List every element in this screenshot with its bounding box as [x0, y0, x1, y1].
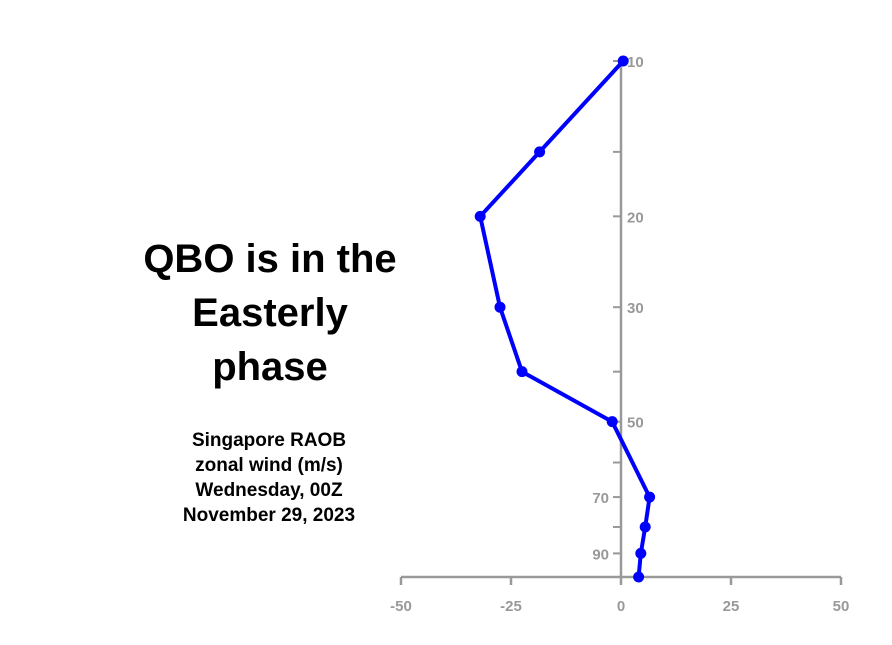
headline: QBO is in the Easterly phase	[100, 232, 440, 394]
y-tick-label-9: 90	[592, 546, 609, 563]
y-tick-label-2: 20	[627, 209, 644, 226]
headline-line-3: phase	[212, 345, 328, 389]
wind-point-10	[617, 55, 629, 67]
x-tick-label-1: -25	[500, 598, 522, 615]
y-tick-label-0: 10	[627, 54, 644, 71]
x-tick-label-0: -50	[390, 598, 412, 615]
wind-point-100	[633, 571, 645, 583]
wind-point-70	[644, 491, 656, 503]
wind-point-90	[635, 547, 647, 559]
y-tick-label-7: 70	[592, 490, 609, 507]
caption-day: Wednesday, 00Z	[195, 480, 343, 501]
caption-station: Singapore RAOB	[191, 430, 347, 451]
headline-line-1: QBO is in the	[143, 237, 397, 281]
wind-point-80	[639, 521, 651, 533]
wind-point-30	[494, 301, 506, 313]
wind-profile-line-0	[478, 59, 652, 578]
caption-variable: zonal wind (m/s)	[195, 455, 343, 476]
wind-point-50	[606, 416, 618, 428]
y-tick-label-3: 30	[627, 300, 644, 317]
x-tick-label-3: 25	[723, 598, 740, 615]
wind-point-15	[534, 146, 546, 158]
x-tick-label-4: 50	[833, 598, 850, 615]
wind-point-20	[474, 210, 486, 222]
caption-date: November 29, 2023	[182, 505, 356, 526]
wind-point-40	[516, 366, 528, 378]
y-tick-label-5: 50	[627, 415, 644, 432]
caption: Singapore RAOB zonal wind (m/s) Wednesda…	[130, 428, 408, 528]
headline-line-2: Easterly	[192, 291, 348, 335]
x-tick-label-2: 0	[617, 598, 625, 615]
